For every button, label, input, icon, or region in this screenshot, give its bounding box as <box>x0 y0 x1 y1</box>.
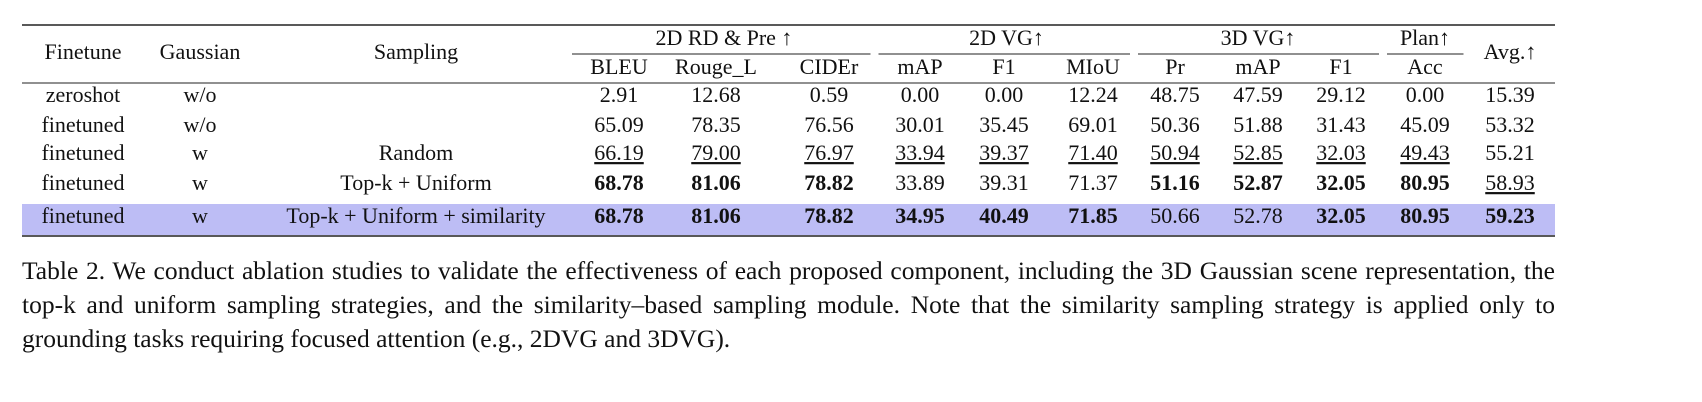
table-cell: 49.43 <box>1400 140 1450 165</box>
table-cell: w/o <box>184 82 217 107</box>
table-cell: finetuned <box>41 112 124 137</box>
table-cell: finetuned <box>41 170 124 195</box>
table-cell: 79.00 <box>691 140 741 165</box>
table-cell: 12.68 <box>691 82 741 107</box>
sub-header: mAP <box>1235 54 1280 79</box>
table-cell: 66.19 <box>594 140 644 165</box>
table-cell: w/o <box>184 112 217 137</box>
table-cell: 32.05 <box>1316 203 1366 228</box>
table-cell: 59.23 <box>1485 203 1535 228</box>
table-cell: 30.01 <box>895 112 945 137</box>
table-cell: 68.78 <box>594 170 644 195</box>
table-cell: 71.85 <box>1068 203 1118 228</box>
table-cell: 0.00 <box>985 82 1024 107</box>
table-cell: 15.39 <box>1485 82 1535 107</box>
table-cell: w <box>192 170 208 195</box>
sub-header: F1 <box>992 54 1015 79</box>
group-header: 2D RD & Pre ↑ <box>656 25 793 50</box>
table-cell: zeroshot <box>46 82 121 107</box>
table-cell: 0.59 <box>810 82 849 107</box>
table-cell: 78.35 <box>691 112 741 137</box>
sub-header: mAP <box>897 54 942 79</box>
table-cell: 80.95 <box>1400 203 1450 228</box>
sub-header: CIDEr <box>800 54 859 79</box>
table-cell: 81.06 <box>691 203 741 228</box>
table-cell: 45.09 <box>1400 112 1450 137</box>
table-cell: 52.85 <box>1233 140 1283 165</box>
group-header: 2D VG↑ <box>969 25 1044 50</box>
table-cell: 81.06 <box>691 170 741 195</box>
table-cell: 76.97 <box>804 140 854 165</box>
table-cell: 52.87 <box>1233 170 1283 195</box>
table-cell: Top-k + Uniform + similarity <box>286 203 545 228</box>
column-header: Avg.↑ <box>1484 39 1537 64</box>
table-cell: finetuned <box>41 203 124 228</box>
table-cell: 53.32 <box>1485 112 1535 137</box>
sub-header: F1 <box>1329 54 1352 79</box>
table-cell: Random <box>379 140 454 165</box>
table-cell: 0.00 <box>1406 82 1445 107</box>
table-cell: w <box>192 140 208 165</box>
table-cell: 48.75 <box>1150 82 1200 107</box>
group-header: 3D VG↑ <box>1221 25 1296 50</box>
table-cell: 78.82 <box>804 170 854 195</box>
table-cell: 71.37 <box>1068 170 1118 195</box>
table-cell: 76.56 <box>804 112 854 137</box>
table-cell: 39.37 <box>979 140 1029 165</box>
column-header: Sampling <box>374 39 458 64</box>
table-cell: 68.78 <box>594 203 644 228</box>
column-header: Gaussian <box>160 39 241 64</box>
table-cell: 52.78 <box>1233 203 1283 228</box>
table-cell: 55.21 <box>1485 140 1535 165</box>
table-cell: 65.09 <box>594 112 644 137</box>
table-cell: 40.49 <box>979 203 1029 228</box>
group-header: Plan↑ <box>1400 25 1450 50</box>
table-cell: finetuned <box>41 140 124 165</box>
table-cell: 51.16 <box>1150 170 1200 195</box>
table-cell: 31.43 <box>1316 112 1366 137</box>
table-cell: 2.91 <box>600 82 639 107</box>
table-cell: 50.66 <box>1150 203 1200 228</box>
sub-header: BLEU <box>590 54 648 79</box>
table-cell: 47.59 <box>1233 82 1283 107</box>
caption: Table 2. We conduct ablation studies to … <box>22 256 1555 353</box>
table-cell: 78.82 <box>804 203 854 228</box>
table-cell: 50.36 <box>1150 112 1200 137</box>
table-cell: 29.12 <box>1316 82 1366 107</box>
sub-header: Rouge_L <box>675 54 757 79</box>
table-cell: 69.01 <box>1068 112 1118 137</box>
table-cell: 33.89 <box>895 170 945 195</box>
table-cell: 35.45 <box>979 112 1029 137</box>
table-cell: 12.24 <box>1068 82 1118 107</box>
column-header: Finetune <box>45 39 122 64</box>
table-cell: w <box>192 203 208 228</box>
table-cell: 34.95 <box>895 203 945 228</box>
table-cell: 0.00 <box>901 82 940 107</box>
table-cell: 80.95 <box>1400 170 1450 195</box>
table-cell: 71.40 <box>1068 140 1118 165</box>
table-cell: 58.93 <box>1485 170 1535 195</box>
sub-header: MIoU <box>1066 54 1120 79</box>
table: Finetune Gaussian Sampling Avg.↑ 2D RD & Pre… <box>22 24 1555 237</box>
table-cell: 50.94 <box>1150 140 1200 165</box>
table-cell: 51.88 <box>1233 112 1283 137</box>
table-cell: 32.03 <box>1316 140 1366 165</box>
table-cell: 32.05 <box>1316 170 1366 195</box>
table-cell: 39.31 <box>979 170 1029 195</box>
sub-header: Pr <box>1165 54 1185 79</box>
table-cell: Top-k + Uniform <box>340 170 491 195</box>
highlight-row <box>22 204 1555 235</box>
table-cell: 33.94 <box>895 140 945 165</box>
sub-header: Acc <box>1407 54 1443 79</box>
